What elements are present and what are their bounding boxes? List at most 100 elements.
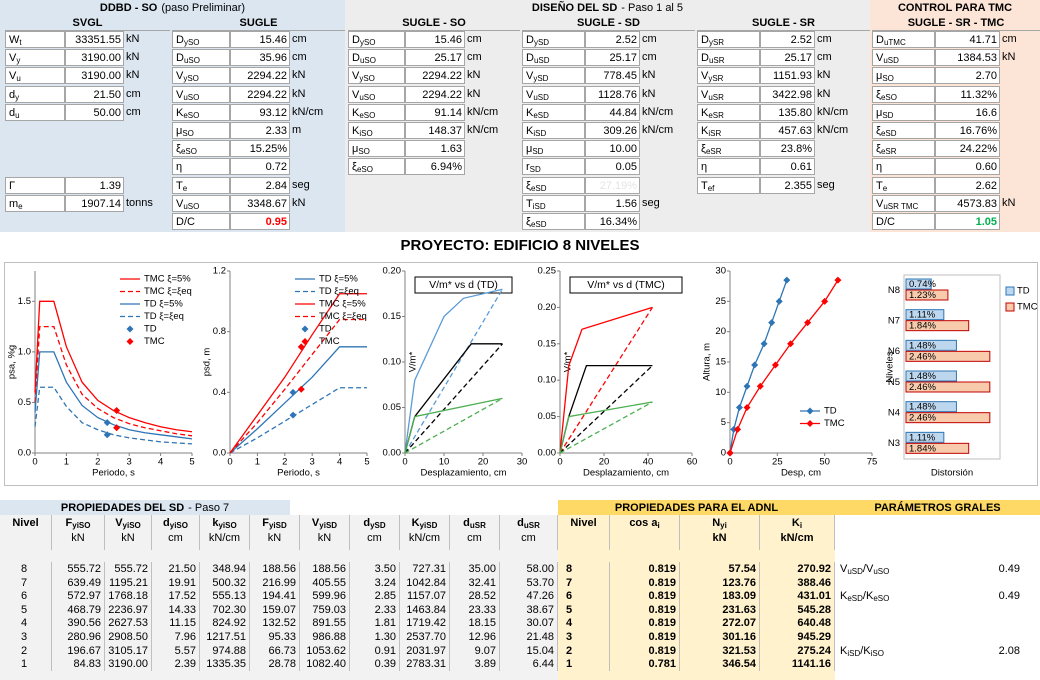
table-cell: 21.50 — [152, 562, 200, 576]
column-header: duSR cm — [450, 515, 500, 550]
section-header: PARÁMETROS GRALES — [835, 500, 1040, 515]
text: K — [791, 517, 800, 529]
param-value: 44.84 — [585, 103, 640, 121]
param-value: 3422.98 — [760, 85, 815, 103]
table-cell: 2 — [0, 643, 52, 658]
param-value: 2.70 — [935, 67, 1000, 85]
param-value: 50.00 — [65, 103, 124, 121]
bar — [905, 350, 991, 362]
table-cell: 5 — [558, 602, 610, 617]
param-label: DuSO — [172, 49, 230, 67]
table-cell: 8 — [0, 562, 52, 576]
param-unit: kN/cm — [292, 105, 324, 118]
category-label: N7 — [888, 316, 900, 327]
x-tick-label: 0 — [227, 457, 232, 468]
subscript: uSO — [873, 567, 890, 576]
x-axis-label: Desp, cm — [781, 468, 821, 479]
table-cell: 2537.70 — [400, 630, 450, 644]
table-cell: 6 — [558, 589, 610, 604]
param-label: KeSO — [172, 103, 230, 121]
legend-label: TMC ξ=5% — [319, 299, 366, 310]
subscript: ySO — [183, 38, 200, 47]
y-tick-label: 0.25 — [538, 266, 557, 277]
text: K — [840, 590, 848, 603]
param-value: 27.19% — [585, 176, 640, 194]
param-unit: kN — [817, 69, 831, 82]
group-header: SUGLE - SD — [522, 15, 695, 31]
subscript: iSO — [870, 648, 884, 658]
param-unit: kN/cm — [467, 105, 499, 118]
table-cell: 1463.84 — [400, 602, 450, 617]
table-cell: 272.07 — [680, 616, 760, 631]
param-unit: m — [292, 124, 302, 136]
line — [34, 325, 193, 437]
subscript: eSD — [847, 594, 863, 604]
text: μ — [352, 143, 359, 156]
param-value: 778.45 — [585, 67, 640, 85]
param-label: DuSR — [697, 49, 760, 67]
legend-label: TD — [1017, 286, 1030, 297]
text: D — [876, 34, 884, 46]
legend-label: TMC ξ=ξeq — [144, 286, 192, 297]
x-tick-label: 5 — [189, 457, 194, 468]
table-cell: 3 — [0, 630, 52, 644]
y-tick-label: 0.0 — [213, 448, 226, 459]
param-unit: kN — [1002, 196, 1016, 209]
subscript: ySD — [370, 521, 386, 530]
param-unit: cm — [126, 105, 141, 118]
subscript: ySO — [359, 74, 375, 84]
subscript: iSR — [708, 129, 722, 138]
param-value: 0.72 — [230, 158, 290, 176]
param-label: D/C — [172, 213, 230, 230]
group-header: SUGLE - SO — [348, 15, 520, 31]
y-tick-label: 15 — [715, 357, 726, 368]
x-axis-label: Desplazamiento, cm — [420, 468, 506, 479]
param-label: VuSO — [172, 194, 230, 212]
param-value: 33351.55 — [65, 31, 124, 48]
text: kN — [121, 532, 135, 544]
subscript: eSR — [705, 147, 722, 157]
param-unit: kN/cm — [467, 124, 499, 136]
param-label: Te — [872, 176, 935, 194]
y-tick-label: 0 — [721, 448, 726, 459]
text: D — [526, 34, 534, 46]
text: V — [176, 88, 184, 101]
text: V — [876, 52, 884, 65]
column-header: duSR cm — [500, 515, 558, 550]
subscript: yiSO — [169, 521, 188, 530]
bar-label: 1.48% — [909, 340, 936, 351]
point — [297, 385, 305, 393]
text: K — [352, 106, 360, 119]
table-cell: 4 — [0, 616, 52, 631]
y-axis-label: psd, m — [202, 348, 213, 377]
subscript: uSR — [523, 521, 540, 530]
table-cell: 545.28 — [760, 602, 835, 617]
param-label: VySO — [172, 67, 230, 85]
text: η — [176, 161, 183, 174]
table-cell: 38.67 — [500, 602, 558, 617]
text: K — [701, 125, 709, 137]
subscript: eSR — [708, 110, 724, 120]
param-unit: cm — [292, 33, 307, 45]
param-unit: kN — [642, 69, 656, 82]
param-unit: kN — [467, 69, 481, 82]
table-cell: 18.15 — [450, 616, 500, 631]
y-tick-label: 0.00 — [538, 448, 557, 459]
subscript: eSD — [530, 183, 547, 193]
param-value: 148.37 — [405, 122, 465, 139]
text: kN — [71, 532, 85, 544]
line — [229, 387, 367, 454]
table-cell: 2.39 — [152, 657, 200, 672]
table-cell: 270.92 — [760, 562, 835, 576]
column-header: FyiSO kN — [52, 515, 105, 550]
legend-label: TD — [144, 324, 157, 335]
line — [729, 279, 839, 454]
table-cell: 11.15 — [152, 616, 200, 631]
text: D — [176, 52, 184, 65]
param-value: 1.05 — [935, 213, 1000, 230]
subscript: uSO — [183, 56, 200, 66]
table-cell: 1719.42 — [400, 616, 450, 631]
plot-area — [903, 274, 1001, 460]
text: CONTROL PARA TMC — [897, 2, 1013, 14]
y-axis-label: Niveles — [885, 351, 896, 382]
